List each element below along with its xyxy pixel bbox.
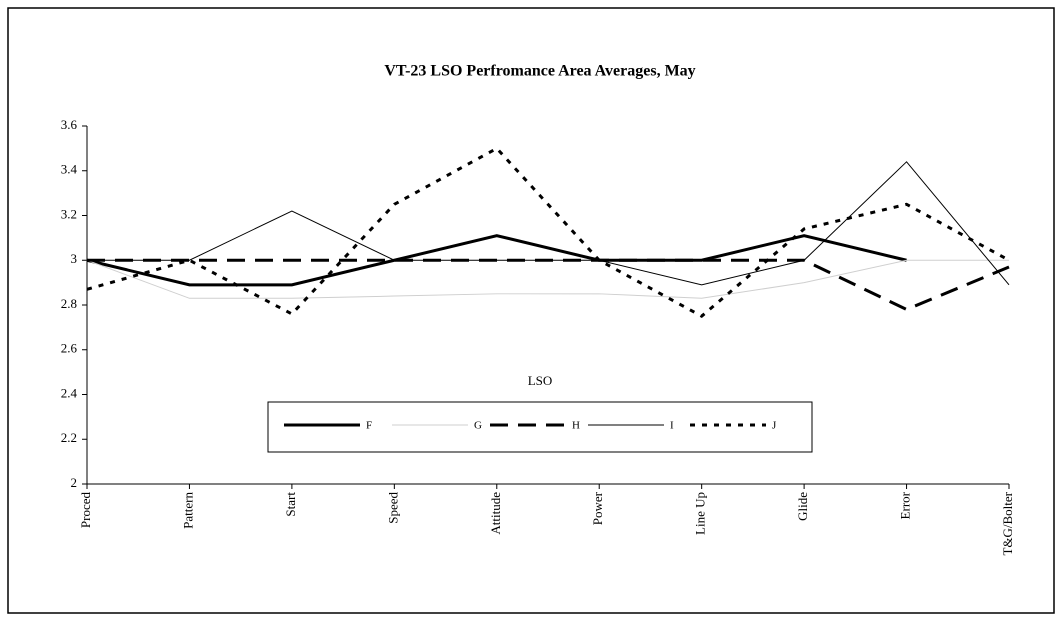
chart-title: VT-23 LSO Perfromance Area Averages, May: [384, 63, 695, 80]
y-tick-label: 3: [71, 251, 78, 266]
series-line: [86, 259, 1009, 299]
x-tick-label: Proced: [78, 492, 93, 529]
legend-label: G: [474, 420, 482, 432]
x-tick-label: Pattern: [180, 492, 195, 529]
y-tick-label: 3.6: [61, 117, 78, 132]
x-tick-label: Attitude: [488, 492, 503, 535]
x-tick-label: T&G/Bolter: [1000, 491, 1015, 555]
y-tick-label: 2.2: [61, 430, 77, 445]
y-tick-label: 2: [71, 475, 78, 490]
y-tick-label: 2.4: [61, 385, 78, 400]
y-tick-label: 2.6: [61, 341, 78, 356]
legend-label: J: [772, 420, 777, 432]
x-tick-label: Power: [590, 491, 605, 525]
legend-box: [267, 401, 813, 453]
series-line: [87, 161, 1010, 286]
legend-label: H: [572, 420, 580, 432]
chart-border: [7, 7, 1055, 614]
y-tick-label: 2.8: [61, 296, 77, 311]
legend-title: LSO: [528, 373, 553, 388]
y-tick-label: 3.4: [61, 162, 78, 177]
legend-label: F: [366, 420, 372, 432]
x-tick-label: Line Up: [693, 492, 708, 535]
x-tick-label: Start: [283, 492, 298, 517]
legend-label: I: [670, 420, 674, 432]
x-tick-label: Error: [898, 491, 913, 519]
series-line: [86, 234, 907, 287]
x-tick-label: Speed: [385, 492, 400, 524]
series-line: [86, 146, 1010, 318]
x-tick-label: Glide: [795, 492, 810, 521]
y-tick-label: 3.2: [61, 206, 77, 221]
